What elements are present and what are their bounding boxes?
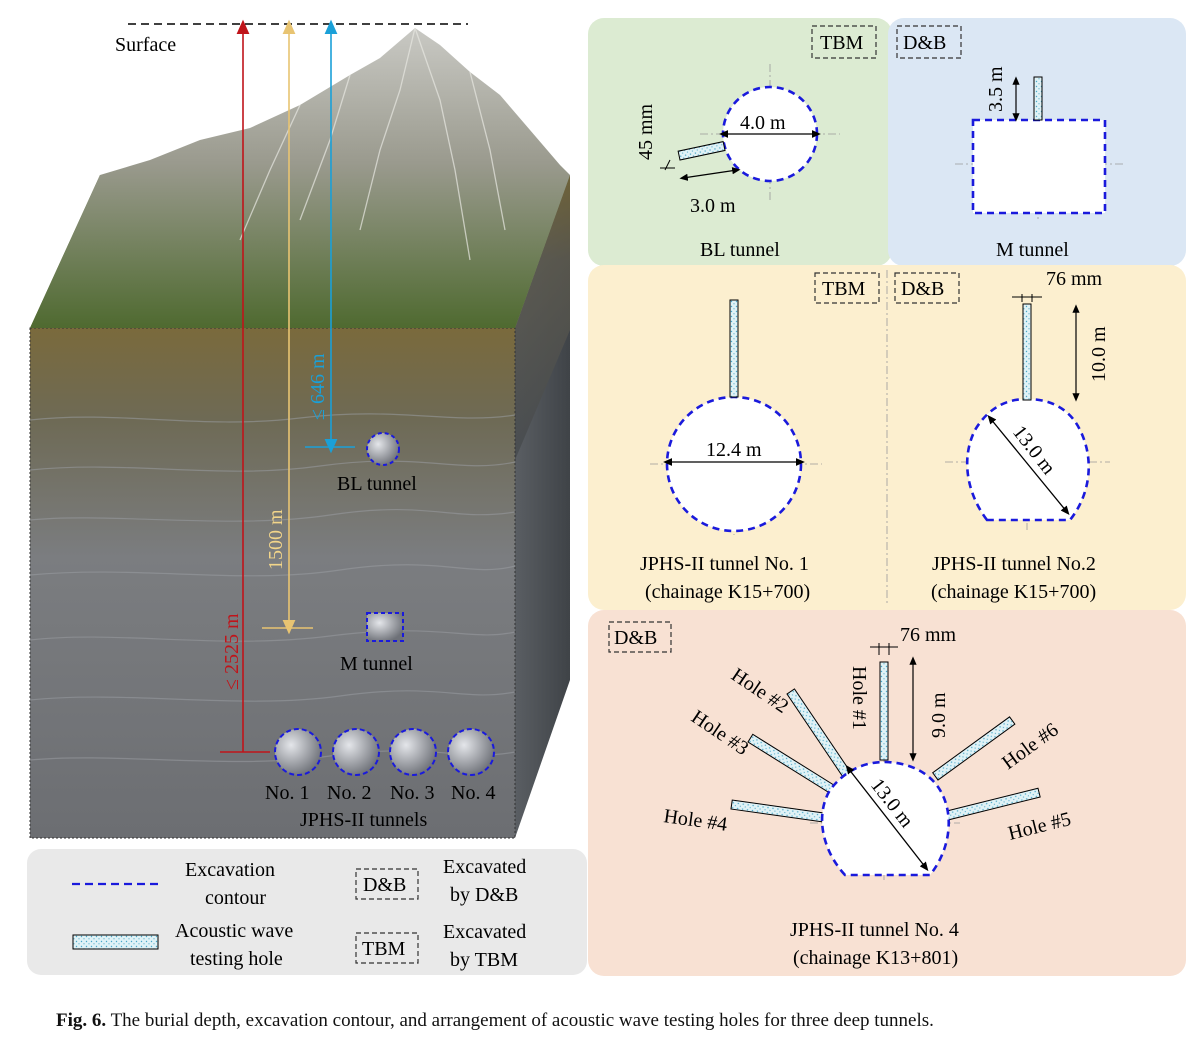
no2-title-line2: (chainage K15+700) bbox=[931, 581, 1096, 603]
bl-diameter: 4.0 m bbox=[740, 112, 786, 134]
panel-jphs-no4: D&B 13.0 m 76 mm 9.0 m Hole #1 Hole #2 H… bbox=[588, 610, 1186, 976]
figure-caption: Fig. 6. The burial depth, excavation con… bbox=[56, 1010, 1156, 1032]
no2-tag: D&B bbox=[901, 278, 944, 300]
no4-title-line1: JPHS-II tunnel No. 4 bbox=[790, 919, 959, 941]
bl-title: BL tunnel bbox=[700, 239, 780, 261]
geological-block bbox=[29, 27, 570, 839]
bl-hole-length: 3.0 m bbox=[690, 195, 736, 217]
tunnel-label-no1: No. 1 bbox=[265, 782, 309, 804]
tunnel-label-no3: No. 3 bbox=[390, 782, 434, 804]
legend-contour-line1: Excavation bbox=[185, 859, 275, 881]
m-contour bbox=[971, 118, 1107, 215]
legend-db-line2: by D&B bbox=[450, 884, 518, 906]
no1-title-line2: (chainage K15+700) bbox=[645, 581, 810, 603]
m-tag: D&B bbox=[903, 32, 946, 54]
no2-hole bbox=[1022, 303, 1032, 401]
tunnel-label-no2: No. 2 bbox=[327, 782, 371, 804]
figure-number: Fig. 6. bbox=[56, 1010, 107, 1031]
mountain-terrain bbox=[30, 28, 570, 328]
bl-hole bbox=[677, 141, 726, 161]
m-title: M tunnel bbox=[996, 239, 1069, 261]
surface-label: Surface bbox=[115, 34, 176, 56]
no4-hole-length: 9.0 m bbox=[928, 692, 950, 738]
no4-hole-width: 76 mm bbox=[900, 624, 957, 646]
figure-caption-text: The burial depth, excavation contour, an… bbox=[110, 1010, 934, 1031]
legend-hole-line1: Acoustic wave bbox=[175, 920, 293, 942]
depth-label-2525: ≤ 2525 m bbox=[221, 613, 243, 690]
no1-title-line1: JPHS-II tunnel No. 1 bbox=[640, 553, 809, 575]
bl-tunnel-label: BL tunnel bbox=[337, 473, 417, 495]
no2-title-line1: JPHS-II tunnel No.2 bbox=[932, 553, 1096, 575]
legend-contour-line2: contour bbox=[205, 887, 266, 909]
no2-hole-width: 76 mm bbox=[1046, 268, 1103, 290]
m-tunnel-marker bbox=[366, 612, 404, 642]
no2-hole-length: 10.0 m bbox=[1088, 326, 1110, 382]
panel-bl-tunnel: TBM 4.0 m 45 mm 3.0 m BL tunnel bbox=[588, 18, 892, 266]
figure-canvas: Surface ≤ 2525 m 1500 m ≤ 646 m BL tunne… bbox=[27, 18, 1186, 976]
m-tunnel-label: M tunnel bbox=[340, 653, 413, 675]
legend: Excavation contour Acoustic wave testing… bbox=[27, 849, 587, 975]
bl-hole-width: 45 mm bbox=[635, 103, 657, 160]
no1-diameter: 12.4 m bbox=[706, 439, 762, 461]
depth-label-1500: 1500 m bbox=[265, 509, 287, 570]
panel-jphs-no1-no2: TBM 12.4 m JPHS-II tunnel No. 1 (chainag… bbox=[588, 265, 1186, 610]
bl-tunnel-marker bbox=[366, 432, 400, 466]
no1-hole bbox=[729, 299, 739, 398]
legend-hole-swatch bbox=[72, 934, 159, 950]
jphs-tunnels-label: JPHS-II tunnels bbox=[300, 809, 427, 831]
legend-tbm-line1: Excavated bbox=[443, 921, 526, 943]
legend-db-box: D&B bbox=[363, 874, 406, 896]
no1-tag: TBM bbox=[822, 278, 866, 300]
m-hole-length: 3.5 m bbox=[985, 66, 1007, 112]
panel-m-tunnel: D&B 3.5 m M tunnel bbox=[888, 18, 1186, 266]
legend-hole-line2: testing hole bbox=[190, 948, 283, 970]
bl-tag: TBM bbox=[820, 32, 864, 54]
tunnel-label-no4: No. 4 bbox=[451, 782, 495, 804]
no4-holes bbox=[730, 661, 1041, 823]
jphs-tunnels: No. 1 No. 2 No. 3 No. 4 JPHS-II tunnels bbox=[265, 728, 495, 831]
legend-tbm-line2: by TBM bbox=[450, 949, 518, 971]
no1-contour bbox=[665, 395, 803, 533]
m-hole bbox=[1033, 76, 1043, 121]
legend-tbm-box: TBM bbox=[362, 938, 406, 960]
no4-hole-1: Hole #1 bbox=[848, 666, 870, 730]
legend-db-line1: Excavated bbox=[443, 856, 526, 878]
no4-title-line2: (chainage K13+801) bbox=[793, 947, 958, 969]
no4-tag: D&B bbox=[614, 627, 657, 649]
depth-label-646: ≤ 646 m bbox=[307, 353, 329, 420]
